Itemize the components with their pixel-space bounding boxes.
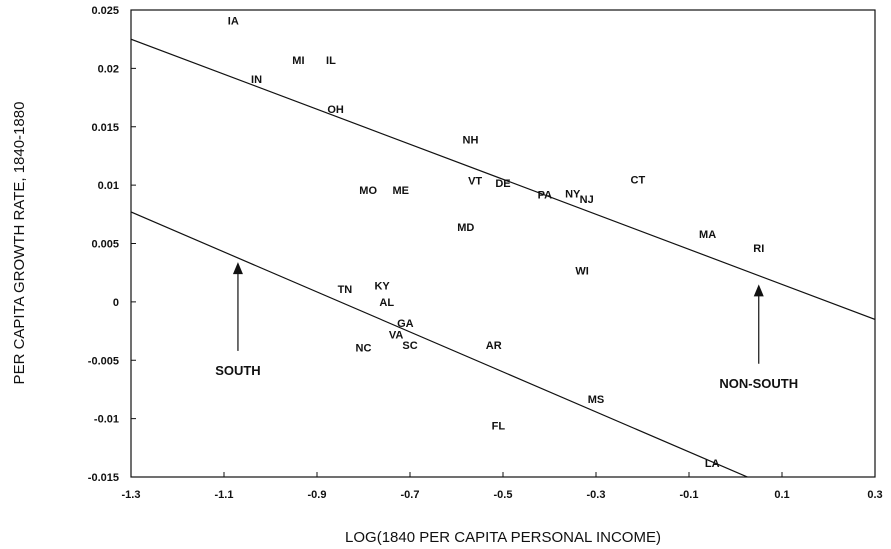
data-point-label: NJ — [580, 194, 594, 206]
data-point-label: IN — [251, 74, 262, 86]
data-point-label: IA — [228, 16, 239, 28]
y-axis-title: PER CAPITA GROWTH RATE, 1840-1880 — [11, 102, 28, 385]
data-point-label: WI — [575, 265, 588, 277]
x-tick-label: -0.7 — [401, 489, 420, 501]
data-point-label: NH — [463, 135, 479, 147]
data-point-label: NC — [356, 342, 372, 354]
data-point-label: RI — [753, 243, 764, 255]
x-tick-label: -0.5 — [494, 489, 513, 501]
data-point-label: OH — [327, 104, 344, 116]
data-point-label: LA — [705, 458, 720, 470]
data-point-label: FL — [492, 421, 506, 433]
x-tick-label: -0.9 — [308, 489, 327, 501]
data-point-label: AL — [379, 297, 394, 309]
annotation-label: NON-SOUTH — [719, 376, 798, 391]
data-point-label: MS — [588, 394, 605, 406]
x-tick-label: 0.1 — [774, 489, 789, 501]
y-tick-label: 0 — [113, 297, 119, 309]
annotation-label: SOUTH — [215, 363, 261, 378]
data-point-label: KY — [374, 281, 390, 293]
x-tick-label: 0.3 — [867, 489, 882, 501]
data-point-label: DE — [495, 178, 510, 190]
y-tick-label: 0.01 — [98, 180, 119, 192]
y-tick-label: 0.015 — [91, 122, 119, 134]
data-point-label: VA — [389, 330, 404, 342]
fit-line — [131, 38, 875, 320]
y-tick-label: 0.02 — [98, 63, 119, 75]
data-point-label: IL — [326, 55, 336, 67]
data-point-label: ME — [392, 185, 409, 197]
x-tick-label: -0.3 — [587, 489, 606, 501]
y-tick-label: 0.005 — [91, 239, 119, 251]
fit-line — [131, 211, 749, 477]
y-tick-label: -0.015 — [88, 472, 119, 484]
y-tick-label: 0.025 — [91, 5, 119, 17]
annotation-arrow-head — [753, 284, 764, 297]
fit-lines — [131, 38, 875, 477]
data-point-label: MD — [457, 222, 474, 234]
x-tick-label: -1.3 — [122, 489, 141, 501]
data-point-label: VT — [468, 175, 482, 187]
data-point-label: TN — [338, 284, 353, 296]
y-tick-label: -0.01 — [94, 414, 119, 426]
annotation-arrow-head — [232, 262, 243, 275]
x-tick-label: -1.1 — [215, 489, 234, 501]
y-tick-label: -0.005 — [88, 355, 119, 367]
data-point-label: MI — [292, 55, 304, 67]
data-point-label: PA — [538, 189, 553, 201]
data-point-label: MO — [359, 185, 377, 197]
y-axis: -0.015 -0.01 -0.005 0 0.005 0.01 0.015 0.02 0.02… — [88, 5, 136, 484]
data-point-label: SC — [402, 340, 417, 352]
data-point-label: GA — [397, 318, 414, 330]
x-axis-title: LOG(1840 PER CAPITA PERSONAL INCOME) — [345, 529, 661, 546]
data-point-label: CT — [631, 174, 646, 186]
annotations: SOUTH NON-SOUTH — [215, 262, 798, 391]
data-points: IA MI IL IN OH NH VT DE CT MO ME PA NY NJ MD MA RI WI TN KY… — [228, 16, 764, 470]
data-point-label: NY — [565, 188, 581, 200]
x-tick-label: -0.1 — [680, 489, 699, 501]
data-point-label: MA — [699, 229, 716, 241]
x-axis: -1.3 -1.1 -0.9 -0.7 -0.5 -0.3 -0.1 0.1 0.3 — [122, 472, 883, 501]
data-point-label: AR — [486, 340, 502, 352]
